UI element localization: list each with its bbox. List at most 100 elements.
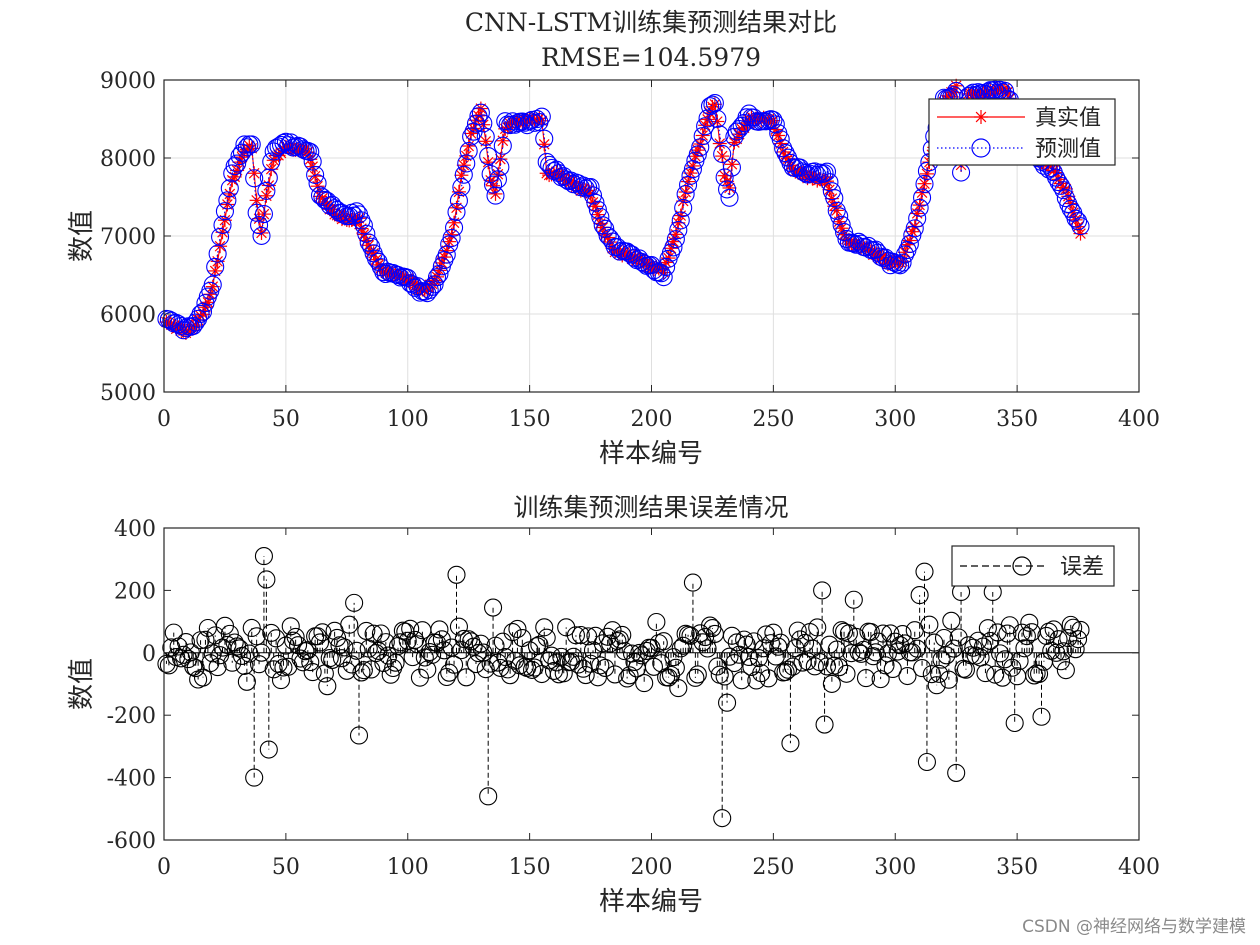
- chart1-xtick-label: 300: [874, 407, 916, 432]
- error-point: [732, 671, 751, 690]
- data-point-predicted: [720, 188, 739, 207]
- data-point-predicted: [715, 168, 734, 187]
- error-point: [203, 644, 222, 663]
- data-point-predicted: [591, 207, 610, 226]
- error-point: [944, 639, 963, 658]
- chart1-ticks: 0 50 100 150 200 250 300 350 400 5000 6000 7000 8000…: [100, 69, 1160, 432]
- chart2-ytick-label: -600: [107, 829, 156, 854]
- error-point: [898, 666, 917, 686]
- error-point: [484, 598, 503, 617]
- error-point: [822, 674, 841, 693]
- chart2-xtick-label: 0: [157, 855, 171, 880]
- data-point-predicted: [1054, 181, 1073, 200]
- data-point-predicted: [274, 133, 293, 152]
- error-point: [323, 650, 342, 669]
- error-point: [586, 626, 605, 645]
- chart-error: 训练集预测结果误差情况 0 50 100 150 200 250 300 350 400 -600…: [67, 493, 1160, 917]
- chart2-ytick-label: -200: [107, 704, 156, 729]
- error-point: [1049, 630, 1068, 649]
- data-point-predicted: [683, 160, 702, 179]
- data-point-actual-stroke: [538, 138, 550, 150]
- error-point: [479, 787, 498, 806]
- data-point-actual-stroke: [1067, 207, 1079, 219]
- error-point: [603, 621, 622, 640]
- data-point-predicted: [215, 202, 234, 221]
- data-point-predicted: [442, 228, 461, 248]
- error-point: [791, 630, 810, 649]
- error-point: [349, 726, 369, 745]
- data-point-actual: [715, 149, 730, 164]
- data-point-predicted: [449, 191, 468, 210]
- chart2-xtick-label: 400: [1118, 855, 1160, 880]
- data-point-actual: [590, 207, 605, 222]
- data-point-predicted: [718, 180, 737, 199]
- error-point: [796, 633, 815, 653]
- error-point: [544, 661, 564, 680]
- data-point-actual-stroke: [709, 98, 721, 110]
- error-point: [1017, 627, 1036, 646]
- error-point: [379, 646, 398, 665]
- error-point: [973, 637, 993, 656]
- data-point-predicted: [484, 175, 503, 194]
- error-point: [576, 666, 595, 685]
- data-point-predicted: [203, 275, 222, 294]
- error-point: [635, 674, 654, 693]
- data-point-predicted: [471, 103, 490, 122]
- error-point: [591, 656, 610, 675]
- data-point-actual-stroke: [719, 170, 730, 182]
- error-point: [471, 634, 490, 653]
- error-point: [1047, 643, 1066, 662]
- data-point-predicted: [218, 191, 237, 210]
- error-point: [274, 658, 293, 677]
- data-point-actual-stroke: [772, 130, 784, 141]
- data-point-actual-stroke: [460, 150, 472, 162]
- data-point-predicted: [895, 245, 915, 264]
- data-point-predicted: [856, 238, 876, 257]
- data-point-predicted: [652, 264, 671, 283]
- data-point-predicted: [347, 202, 366, 221]
- error-point: [827, 640, 846, 659]
- data-point-actual-stroke: [914, 199, 925, 211]
- data-point-actual-stroke: [441, 245, 453, 256]
- data-point-predicted: [228, 154, 247, 173]
- chart1-ytick-label: 7000: [100, 225, 156, 250]
- error-point: [605, 665, 624, 684]
- error-point: [376, 633, 395, 652]
- data-point-actual-stroke: [482, 156, 494, 168]
- error-point: [993, 668, 1012, 687]
- error-point: [501, 666, 520, 685]
- error-point: [218, 635, 237, 654]
- data-point-predicted: [776, 144, 795, 163]
- data-point-predicted: [276, 132, 295, 151]
- error-point: [610, 630, 629, 649]
- data-point-actual-stroke: [724, 182, 735, 194]
- error-point: [257, 570, 276, 589]
- error-point: [942, 611, 961, 630]
- error-point: [172, 649, 191, 668]
- error-point: [457, 668, 476, 687]
- error-point: [686, 668, 705, 687]
- chart2-ytick-label: 0: [142, 642, 156, 667]
- error-point: [415, 648, 434, 667]
- error-point: [208, 658, 227, 677]
- chart1-ytick-label: 9000: [100, 69, 156, 94]
- error-point: [978, 619, 997, 638]
- chart1-xtick-label: 350: [996, 407, 1038, 432]
- error-point: [861, 622, 880, 642]
- data-point-actual: [910, 206, 925, 221]
- error-point: [844, 590, 863, 609]
- error-point: [691, 624, 710, 643]
- error-point: [164, 623, 183, 642]
- chart1-ytick-label: 5000: [100, 381, 156, 406]
- data-point-actual: [912, 198, 927, 213]
- error-point: [917, 752, 936, 772]
- error-point: [184, 657, 203, 676]
- chart2-ytick-label: -400: [107, 767, 156, 792]
- legend-marker-circle-icon: [971, 138, 991, 158]
- error-point: [683, 573, 702, 592]
- chart1-ylabel: 数值: [67, 210, 97, 262]
- data-point-predicted: [688, 145, 707, 164]
- chart1-xtick-label: 0: [157, 407, 171, 432]
- error-point: [569, 655, 588, 674]
- error-point: [976, 664, 995, 683]
